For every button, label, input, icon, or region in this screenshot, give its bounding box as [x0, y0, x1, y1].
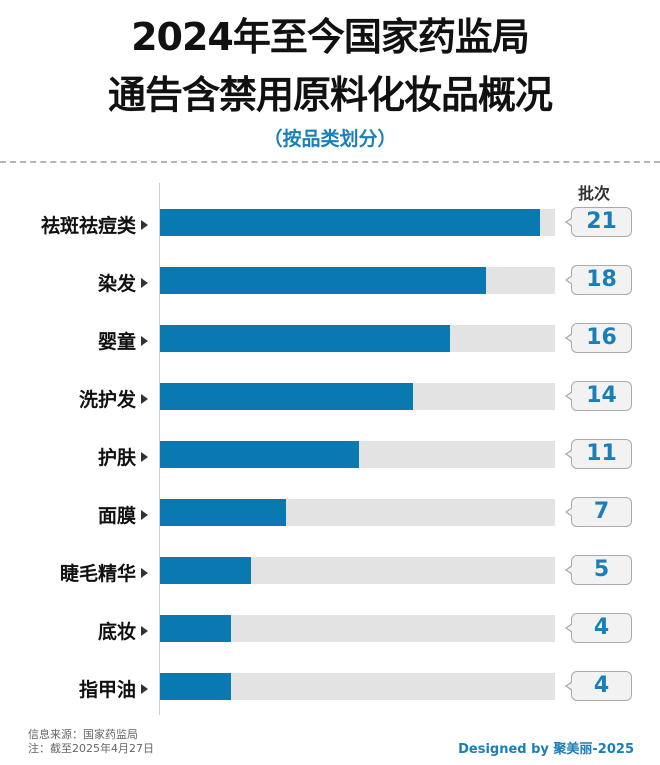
bar-fill [160, 209, 541, 236]
value-badge: 16 [565, 323, 632, 353]
bar-row: 婴童 16 [0, 323, 660, 355]
value-badge: 7 [565, 497, 632, 527]
bar-track [160, 673, 555, 700]
bar-fill [160, 325, 450, 352]
category-text: 睫毛精华 [59, 563, 136, 585]
bar-track [160, 267, 555, 294]
value-badge: 5 [565, 555, 632, 585]
value-badge: 4 [565, 613, 632, 643]
bar-row: 指甲油 4 [0, 671, 660, 703]
bar-row: 染发 18 [0, 265, 660, 297]
category-label: 护肤 [98, 443, 148, 470]
bar-row: 面膜 7 [0, 497, 660, 529]
bar-fill [160, 267, 486, 294]
triangle-right-icon [141, 567, 148, 578]
bar-fill [160, 557, 251, 584]
category-text: 底妆 [97, 621, 136, 643]
category-label: 指甲油 [79, 675, 148, 702]
category-label: 睫毛精华 [60, 559, 148, 586]
triangle-right-icon [141, 335, 148, 346]
bar-fill [160, 673, 232, 700]
triangle-right-icon [141, 683, 148, 694]
bar-track [160, 209, 555, 236]
category-text: 护肤 [97, 447, 136, 469]
bar-row: 祛斑祛痘类 21 [0, 207, 660, 239]
unit-label: 批次 [578, 184, 611, 203]
bar-row: 睫毛精华 5 [0, 555, 660, 587]
value-badge: 11 [565, 439, 632, 469]
value-badge: 18 [565, 265, 632, 295]
source-text: 信息来源：国家药监局 [28, 728, 138, 741]
category-label: 底妆 [98, 617, 148, 644]
category-text: 祛斑祛痘类 [40, 215, 136, 237]
category-text: 面膜 [97, 505, 136, 527]
bar-track [160, 325, 555, 352]
bar-fill [160, 383, 413, 410]
chart-subtitle: （按品类划分） [263, 128, 397, 150]
bar-track [160, 383, 555, 410]
value-badge: 14 [565, 381, 632, 411]
category-text: 指甲油 [78, 679, 136, 701]
category-label: 祛斑祛痘类 [41, 211, 148, 238]
bar-track [160, 615, 555, 642]
chart-title-line1: 2024年至今国家药监局 [131, 15, 530, 59]
bar-track [160, 557, 555, 584]
triangle-right-icon [141, 451, 148, 462]
chart-title-line2: 通告含禁用原料化妆品概况 [107, 73, 553, 117]
category-label: 染发 [98, 269, 148, 296]
category-label: 婴童 [98, 327, 148, 354]
bar-row: 洗护发 14 [0, 381, 660, 413]
category-label: 洗护发 [79, 385, 148, 412]
value-badge: 21 [565, 207, 632, 237]
triangle-right-icon [141, 625, 148, 636]
category-text: 洗护发 [78, 389, 136, 411]
category-label: 面膜 [98, 501, 148, 528]
triangle-right-icon [141, 219, 148, 230]
bar-row: 底妆 4 [0, 613, 660, 645]
bar-fill [160, 615, 232, 642]
bar-track [160, 441, 555, 468]
triangle-right-icon [141, 393, 148, 404]
value-badge: 4 [565, 671, 632, 701]
bar-fill [160, 499, 287, 526]
category-text: 婴童 [97, 331, 136, 353]
credit-text: Designed by 聚美丽-2025 [458, 742, 634, 757]
bar-track [160, 499, 555, 526]
bar-fill [160, 441, 360, 468]
dashed-divider [0, 161, 660, 163]
note-text: 注：截至2025年4月27日 [28, 742, 154, 755]
bar-row: 护肤 11 [0, 439, 660, 471]
triangle-right-icon [141, 277, 148, 288]
footer-notes: 信息来源：国家药监局 注：截至2025年4月27日 [28, 728, 154, 756]
category-text: 染发 [97, 273, 136, 295]
y-axis-line [159, 183, 160, 715]
triangle-right-icon [141, 509, 148, 520]
